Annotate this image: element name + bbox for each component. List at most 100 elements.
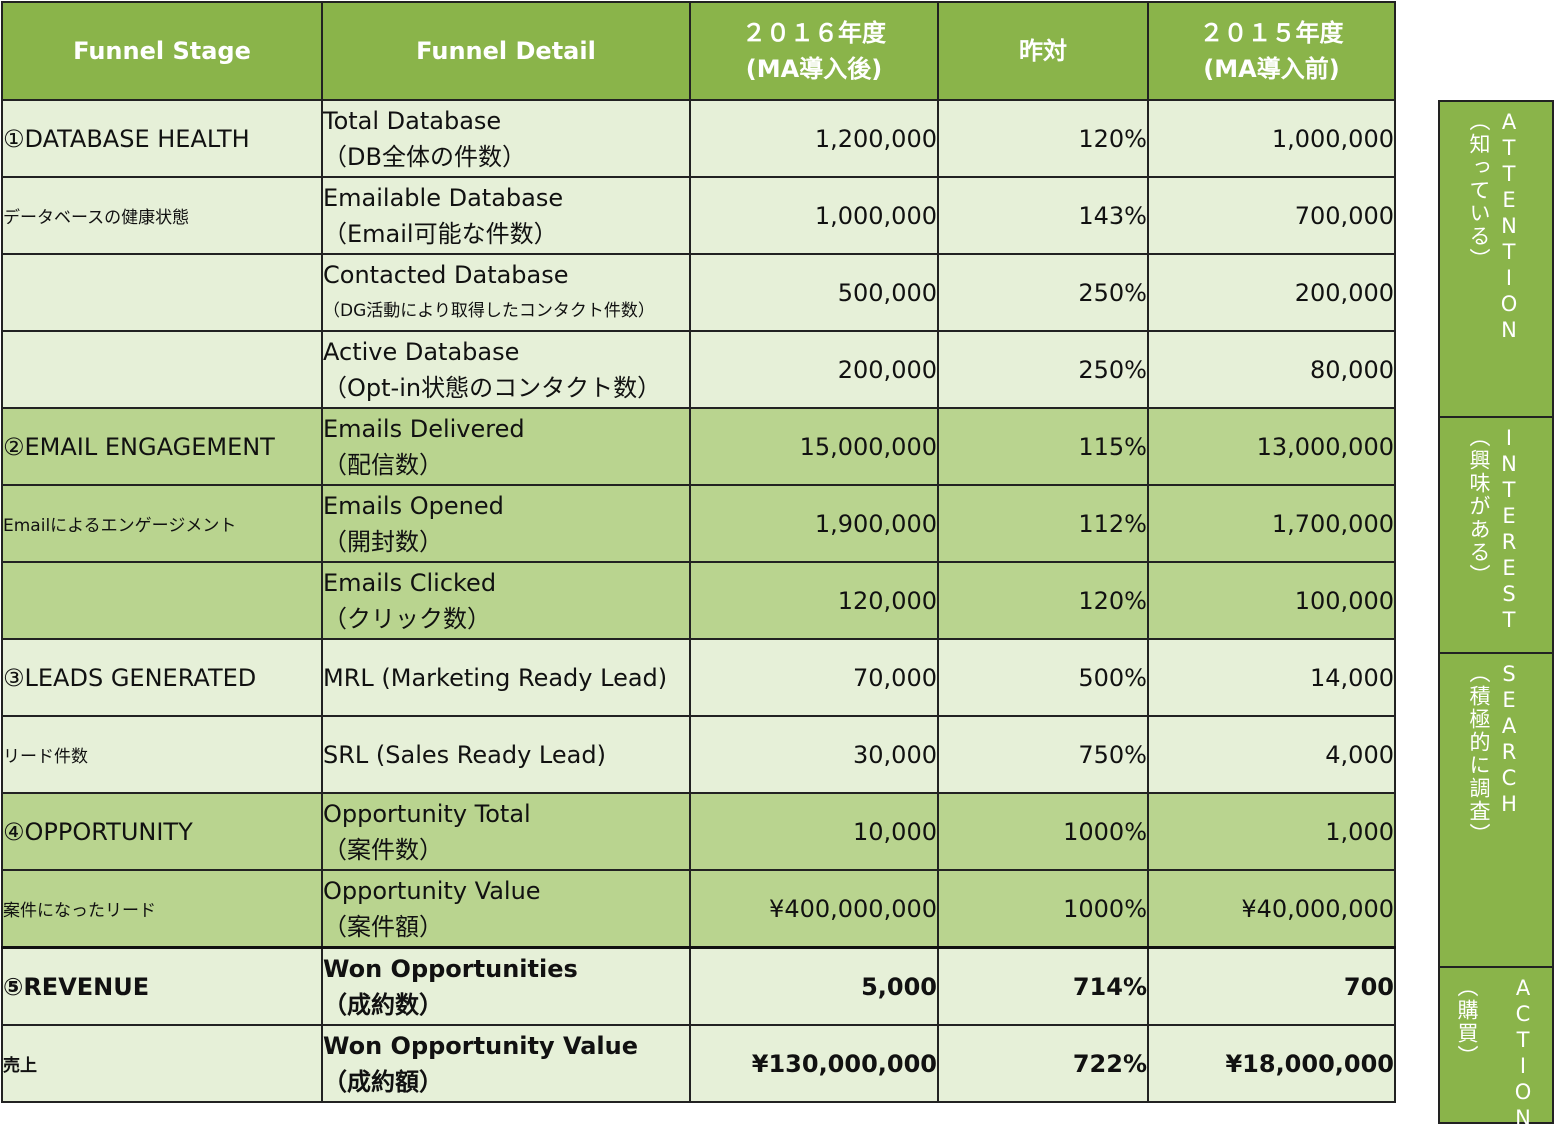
header-2015: ２０１５年度 (MA導入前): [1147, 1, 1396, 101]
value-2016: ¥130,000,000: [689, 1024, 939, 1103]
table-row: ④OPPORTUNITY Opportunity Total （案件数） 10,0…: [1, 792, 1396, 871]
detail-main: Active Database: [323, 337, 520, 366]
stage-cell: リード件数: [1, 715, 323, 794]
side-label-jp: （興味がある）: [1467, 426, 1491, 587]
side-label-attention: ATTENTION （知っている）: [1438, 100, 1554, 418]
value-2016: 1,200,000: [689, 99, 939, 178]
side-label-en: SEARCH: [1497, 662, 1521, 818]
table-row: ②EMAIL ENGAGEMENT Emails Delivered （配信数） …: [1, 407, 1396, 486]
value-2016: 1,000,000: [689, 176, 939, 255]
value-2015: 4,000: [1147, 715, 1396, 794]
side-label-jp: （積極的に調査）: [1467, 662, 1491, 846]
detail-sub: （成約額）: [323, 1067, 443, 1096]
detail-main: Emails Opened: [323, 491, 504, 520]
value-2016: 1,900,000: [689, 484, 939, 563]
value-2015: 13,000,000: [1147, 407, 1396, 486]
stage-cell: データベースの健康状態: [1, 176, 323, 255]
detail-main: Emails Delivered: [323, 414, 525, 443]
table-row: 案件になったリード Opportunity Value （案件額） ¥400,00…: [1, 869, 1396, 949]
detail-cell: Total Database （DB全体の件数）: [321, 99, 691, 178]
header-2015-note: (MA導入前): [1203, 55, 1340, 83]
value-2016: 70,000: [689, 638, 939, 717]
detail-main: Opportunity Value: [323, 876, 541, 905]
detail-cell: Emails Delivered （配信数）: [321, 407, 691, 486]
header-2016-year: ２０１６年度: [742, 19, 886, 47]
detail-cell: Emails Clicked （クリック数）: [321, 561, 691, 640]
side-label-search: SEARCH （積極的に調査）: [1438, 652, 1554, 968]
detail-sub: （案件数）: [323, 835, 443, 864]
value-2015: 700,000: [1147, 176, 1396, 255]
value-yoy: 115%: [937, 407, 1149, 486]
table-row: 売上 Won Opportunity Value （成約額） ¥130,000,0…: [1, 1024, 1396, 1103]
value-yoy: 112%: [937, 484, 1149, 563]
table-row: Emails Clicked （クリック数） 120,000 120% 100,0…: [1, 561, 1396, 640]
detail-main: Opportunity Total: [323, 799, 531, 828]
value-2015: 1,000: [1147, 792, 1396, 871]
value-yoy: 250%: [937, 330, 1149, 409]
side-label-action: ACTION （購買）: [1438, 966, 1554, 1132]
detail-main: Won Opportunities: [323, 954, 578, 983]
stage-cell: ④OPPORTUNITY: [1, 792, 323, 871]
stage-cell: ①DATABASE HEALTH: [1, 99, 323, 178]
detail-cell: SRL (Sales Ready Lead): [321, 715, 691, 794]
detail-main: Won Opportunity Value: [323, 1031, 639, 1060]
funnel-table: Funnel Stage Funnel Detail ２０１６年度 (MA導入後)…: [1, 1, 1396, 1103]
value-2016: 10,000: [689, 792, 939, 871]
detail-main: SRL (Sales Ready Lead): [323, 740, 606, 769]
detail-cell: Opportunity Value （案件額）: [321, 869, 691, 949]
header-2016: ２０１６年度 (MA導入後): [689, 1, 939, 101]
detail-main: Total Database: [323, 106, 502, 135]
detail-sub: （Email可能な件数）: [323, 219, 558, 248]
value-yoy: 722%: [937, 1024, 1149, 1103]
header-2016-note: (MA導入後): [745, 55, 883, 83]
side-label-en: ACTION: [1511, 976, 1535, 1132]
header-funnel-detail: Funnel Detail: [321, 1, 691, 101]
value-yoy: 250%: [937, 253, 1149, 332]
header-funnel-stage: Funnel Stage: [1, 1, 323, 101]
value-yoy: 714%: [937, 946, 1149, 1026]
detail-sub: （Opt-in状態のコンタクト数）: [323, 373, 662, 402]
value-2015: 1,700,000: [1147, 484, 1396, 563]
stage-cell: ⑤REVENUE: [1, 946, 323, 1026]
value-2016: 200,000: [689, 330, 939, 409]
stage-cell: [1, 253, 323, 332]
detail-cell: Opportunity Total （案件数）: [321, 792, 691, 871]
value-2016: 120,000: [689, 561, 939, 640]
value-yoy: 120%: [937, 561, 1149, 640]
value-2015: 200,000: [1147, 253, 1396, 332]
detail-sub: （DG活動により取得したコンタクト件数）: [323, 300, 655, 321]
detail-sub: （クリック数）: [323, 604, 491, 633]
table-row: ①DATABASE HEALTH Total Database （DB全体の件数）…: [1, 99, 1396, 178]
table-row: Active Database （Opt-in状態のコンタクト数） 200,000…: [1, 330, 1396, 409]
value-2015: 100,000: [1147, 561, 1396, 640]
header-2015-year: ２０１５年度: [1199, 19, 1344, 47]
value-2016: 500,000: [689, 253, 939, 332]
detail-sub: （配信数）: [323, 450, 443, 479]
stage-cell: [1, 330, 323, 409]
side-label-jp: （購買）: [1455, 976, 1479, 1068]
value-2016: 5,000: [689, 946, 939, 1026]
stage-cell: ②EMAIL ENGAGEMENT: [1, 407, 323, 486]
detail-cell: Emails Opened （開封数）: [321, 484, 691, 563]
detail-main: Emailable Database: [323, 183, 564, 212]
detail-cell: Won Opportunity Value （成約額）: [321, 1024, 691, 1103]
stage-cell: Emailによるエンゲージメント: [1, 484, 323, 563]
side-label-jp: （知っている）: [1467, 110, 1491, 271]
value-2016: 30,000: [689, 715, 939, 794]
detail-cell: MRL (Marketing Ready Lead): [321, 638, 691, 717]
value-yoy: 143%: [937, 176, 1149, 255]
side-label-interest: INTEREST （興味がある）: [1438, 416, 1554, 654]
side-label-en: ATTENTION: [1497, 110, 1521, 344]
table-row: Contacted Database （DG活動により取得したコンタクト件数） 5…: [1, 253, 1396, 332]
detail-main: Emails Clicked: [323, 568, 497, 597]
table-row: リード件数 SRL (Sales Ready Lead) 30,000 750%…: [1, 715, 1396, 794]
detail-cell: Active Database （Opt-in状態のコンタクト数）: [321, 330, 691, 409]
value-2015: ¥40,000,000: [1147, 869, 1396, 949]
table-row: ⑤REVENUE Won Opportunities （成約数） 5,000 71…: [1, 946, 1396, 1026]
value-2015: 1,000,000: [1147, 99, 1396, 178]
value-yoy: 120%: [937, 99, 1149, 178]
value-2016: ¥400,000,000: [689, 869, 939, 949]
detail-sub: （成約数）: [323, 990, 443, 1019]
detail-cell: Won Opportunities （成約数）: [321, 946, 691, 1026]
value-yoy: 1000%: [937, 792, 1149, 871]
